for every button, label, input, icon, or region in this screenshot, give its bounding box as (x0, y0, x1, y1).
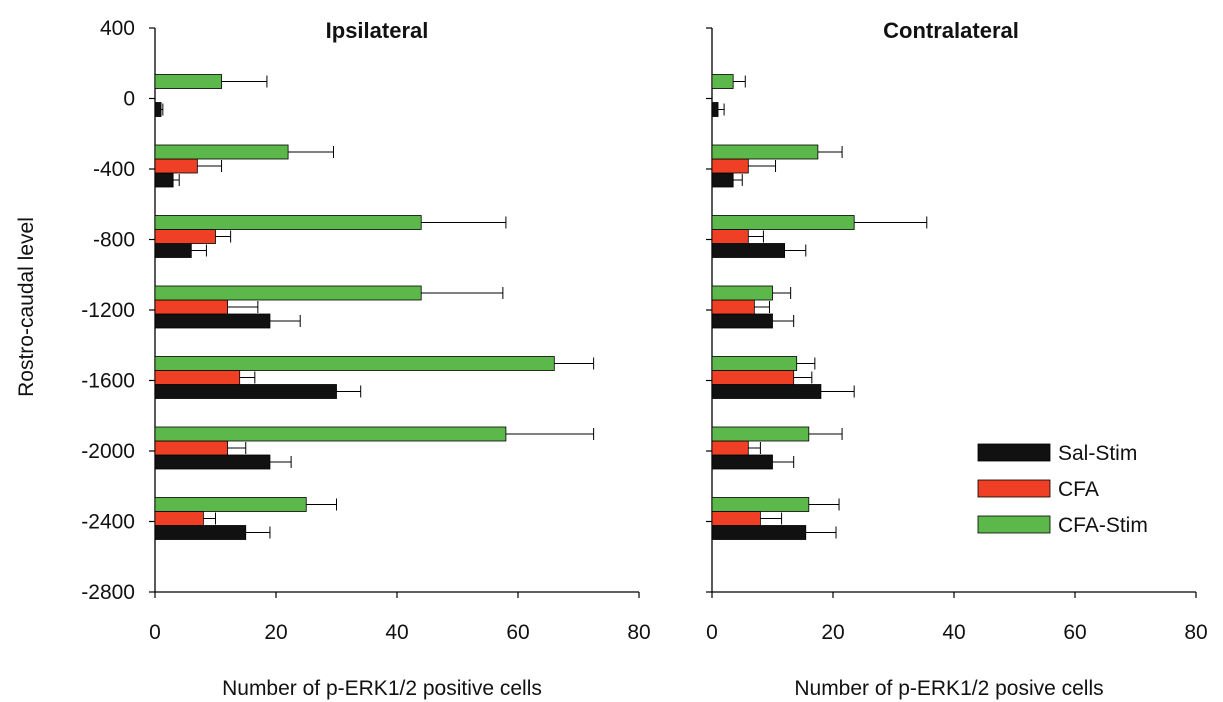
bar-cfa (711, 299, 755, 315)
x-tick-label: 0 (706, 621, 718, 644)
bar-cfa-stim (711, 74, 734, 89)
bar-sal-stim (154, 172, 174, 188)
bar-cfa (711, 229, 749, 244)
bar-sal-stim (711, 313, 773, 329)
bar-cfa (154, 299, 228, 315)
bar-sal-stim (711, 454, 773, 470)
y-tick-label: 0 (123, 88, 135, 111)
bar-cfa-stim (711, 144, 819, 160)
legend-swatch-sal-stim (977, 443, 1051, 462)
legend-label: Sal-Stim (1058, 442, 1137, 465)
panel-1: Contralateral 0 20 40 60 80 Number of p-ERK1/2… (706, 18, 1208, 700)
x-tick-label: 80 (627, 621, 650, 644)
bar-cfa-stim (711, 356, 798, 371)
bar-sal-stim (711, 243, 785, 258)
panel-title: Ipsilateral (326, 18, 429, 43)
legend: Sal-Stim CFA CFA-Stim (977, 442, 1148, 537)
bar-cfa-stim (154, 215, 422, 230)
y-tick-label: -1200 (81, 299, 135, 322)
legend-swatch-cfa-stim (977, 515, 1051, 534)
bar-sal-stim (711, 172, 734, 188)
y-tick-label: -2800 (81, 581, 135, 604)
bar-cfa-stim (154, 144, 289, 160)
x-tick-label: 60 (1063, 621, 1086, 644)
bar-cfa-stim (154, 285, 422, 301)
bar-cfa-stim (711, 285, 773, 301)
x-tick-label: 40 (385, 621, 408, 644)
panel-0: Ipsilateral4000-400-800-1200-1600-2000-2… (81, 17, 650, 700)
bar-cfa (154, 229, 216, 244)
bar-cfa-stim (154, 497, 307, 512)
bar-sal-stim (154, 454, 271, 470)
x-tick-label: 80 (1184, 621, 1207, 644)
bar-sal-stim (711, 525, 807, 540)
bar-sal-stim (154, 525, 247, 540)
bar-cfa (154, 440, 228, 456)
x-axis-title: Number of p-ERK1/2 posive cells (794, 677, 1103, 700)
y-axis-title: Rostro-caudal level (15, 217, 38, 397)
bar-sal-stim (154, 313, 271, 329)
bar-cfa (711, 440, 749, 456)
bar-cfa-stim (711, 215, 855, 230)
bar-sal-stim (154, 243, 192, 258)
bar-cfa (711, 370, 795, 385)
bar-cfa-stim (711, 426, 810, 442)
panels-layer: Ipsilateral4000-400-800-1200-1600-2000-2… (81, 17, 1207, 700)
panel-title: Contralateral (883, 18, 1019, 43)
bar-cfa-stim (154, 74, 222, 89)
bar-sal-stim (154, 102, 162, 117)
legend-label: CFA (1058, 478, 1099, 501)
y-tick-label: -400 (93, 158, 135, 181)
bar-cfa-stim (711, 497, 810, 512)
x-tick-label: 20 (821, 621, 844, 644)
bar-cfa-stim (154, 356, 555, 371)
x-tick-label: 20 (264, 621, 287, 644)
bar-sal-stim (154, 384, 337, 399)
y-tick-label: -2000 (81, 440, 135, 463)
bar-cfa (154, 511, 204, 526)
legend-label: CFA-Stim (1058, 514, 1148, 537)
y-tick-label: 400 (100, 17, 135, 40)
bar-sal-stim (711, 384, 822, 399)
legend-swatch-cfa (977, 479, 1051, 498)
x-tick-label: 0 (149, 621, 161, 644)
bar-sal-stim (711, 102, 719, 117)
bar-cfa (711, 511, 761, 526)
bar-cfa (711, 158, 749, 174)
bar-cfa (154, 370, 241, 385)
bar-cfa-stim (154, 426, 507, 442)
y-tick-label: -800 (93, 229, 135, 252)
y-tick-label: -1600 (81, 370, 135, 393)
x-tick-label: 60 (506, 621, 529, 644)
bar-cfa (154, 158, 198, 174)
x-tick-label: 40 (942, 621, 965, 644)
x-axis-title: Number of p-ERK1/2 positive cells (222, 677, 542, 700)
y-tick-label: -2400 (81, 511, 135, 534)
